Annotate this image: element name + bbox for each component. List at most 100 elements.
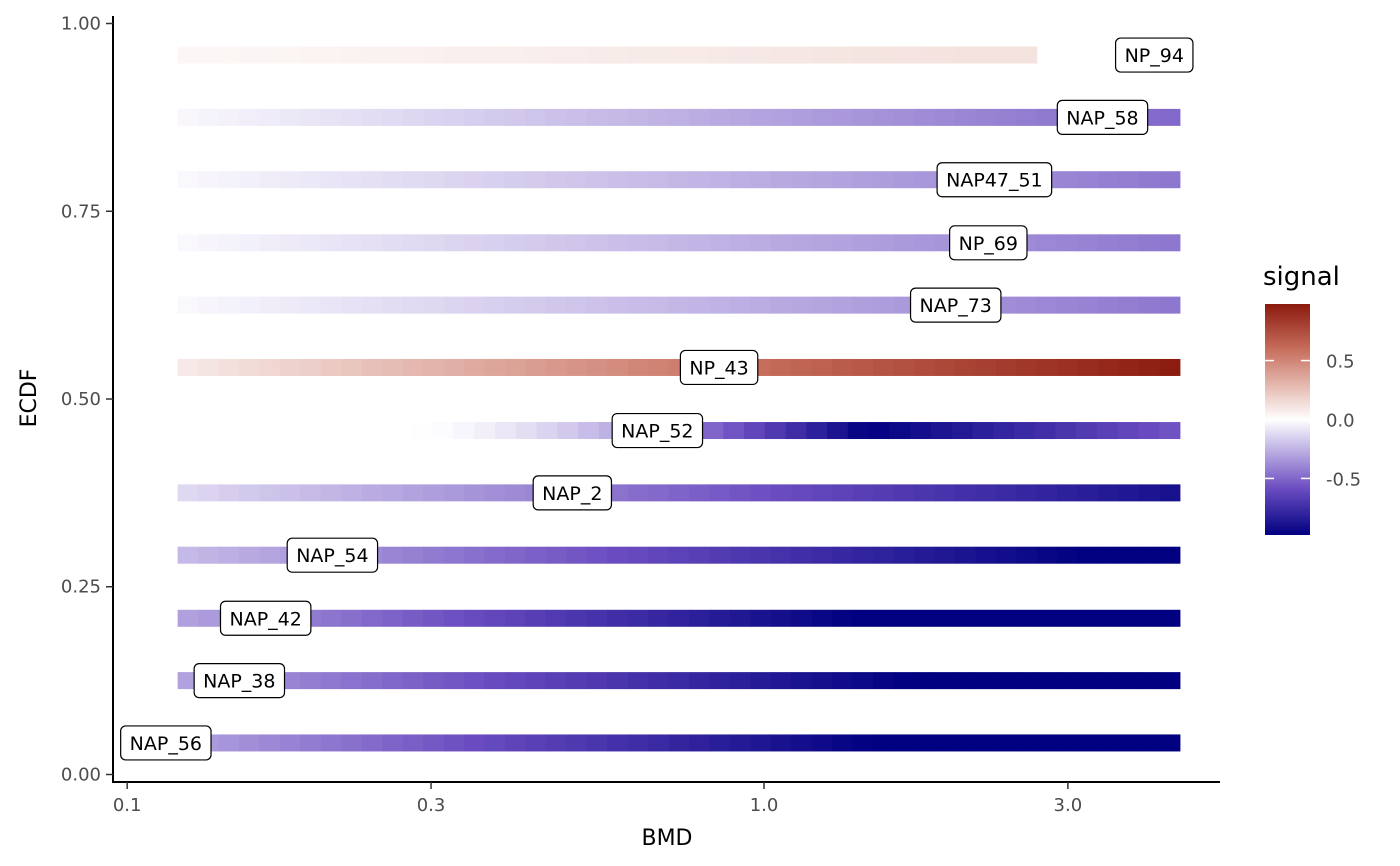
heat-cell	[443, 108, 465, 126]
heat-cell	[484, 546, 506, 564]
heat-cell	[934, 734, 956, 752]
heat-cell	[198, 546, 219, 564]
heat-cell	[709, 672, 731, 690]
heat-cell	[279, 734, 301, 752]
heat-cell	[1077, 609, 1099, 627]
heat-cell	[545, 234, 567, 252]
heat-cell	[1016, 46, 1038, 64]
heat-cell	[811, 358, 833, 376]
heat-cell	[545, 171, 567, 189]
heat-cell	[689, 171, 710, 189]
heat-cell	[423, 46, 444, 64]
heat-cell	[238, 296, 260, 314]
strip-np-69	[177, 234, 1181, 252]
heat-cell	[1117, 422, 1139, 440]
heat-cell	[361, 358, 383, 376]
heat-cell	[464, 484, 485, 502]
heat-cell	[1036, 546, 1058, 564]
heat-cell	[1159, 546, 1181, 564]
heat-cell	[300, 46, 322, 64]
heat-cell	[1016, 546, 1038, 564]
heat-cell	[750, 108, 772, 126]
heat-cell	[893, 546, 915, 564]
heat-cell	[198, 46, 219, 64]
heat-cell	[627, 296, 649, 314]
heat-cell	[545, 358, 567, 376]
heat-cell	[177, 672, 199, 690]
heat-cell	[566, 296, 588, 314]
heat-cell	[750, 546, 772, 564]
heat-cell	[566, 546, 588, 564]
heat-cell	[750, 609, 772, 627]
point-labels: NAP_56 NAP_38 NAP_42 NAP_54 NAP_2 NAP_52 NP_43…	[120, 37, 1194, 761]
heat-cell	[320, 108, 342, 126]
strip-nap-2	[177, 484, 1181, 502]
heat-cell	[811, 734, 833, 752]
heat-cell	[770, 546, 792, 564]
heat-cell	[423, 108, 444, 126]
heat-cell	[689, 234, 710, 252]
point-label-box	[120, 725, 212, 761]
heat-cell	[1139, 734, 1160, 752]
point-label-text: NP_43	[689, 357, 748, 379]
heat-cell	[484, 609, 506, 627]
heat-cell	[1057, 734, 1079, 752]
heat-cell	[729, 609, 751, 627]
heat-cell	[402, 46, 424, 64]
legend-tick-label: -0.5	[1326, 469, 1361, 490]
heat-cell	[1098, 546, 1120, 564]
heat-cell	[402, 672, 424, 690]
heat-cell	[177, 296, 199, 314]
heat-cell	[586, 546, 608, 564]
heat-cell	[1077, 171, 1099, 189]
y-axis-ticks: 0.00 0.25 0.50 0.75 1.00	[61, 14, 113, 785]
heat-cell	[494, 422, 517, 440]
heat-cell	[361, 296, 383, 314]
heat-cell	[873, 609, 895, 627]
heat-cell	[464, 358, 485, 376]
heat-cell	[1057, 672, 1079, 690]
heat-cell	[1118, 609, 1140, 627]
heat-cell	[995, 672, 1017, 690]
heat-cell	[607, 171, 629, 189]
heat-cell	[504, 108, 526, 126]
heat-cell	[1036, 296, 1058, 314]
heat-cell	[893, 46, 915, 64]
heat-cell	[218, 296, 240, 314]
heat-cell	[975, 734, 997, 752]
heat-cell	[586, 171, 608, 189]
heat-cell	[504, 546, 526, 564]
heat-cell	[1118, 546, 1140, 564]
heat-cell	[545, 546, 567, 564]
heat-cell	[791, 546, 813, 564]
heat-cell	[504, 484, 526, 502]
heat-cell	[627, 609, 649, 627]
heat-cell	[423, 484, 444, 502]
heat-cell	[709, 296, 731, 314]
heat-cell	[750, 296, 772, 314]
heat-cell	[607, 358, 629, 376]
heat-cell	[423, 672, 444, 690]
heat-cell	[914, 358, 935, 376]
heat-cell	[873, 484, 895, 502]
heat-cell	[729, 234, 751, 252]
heat-cell	[402, 484, 424, 502]
heat-cell	[218, 734, 240, 752]
heat-cell	[382, 108, 404, 126]
heat-cell	[177, 609, 199, 627]
heat-cell	[770, 296, 792, 314]
heat-cell	[893, 108, 915, 126]
heat-cell	[504, 672, 526, 690]
heat-cell	[474, 422, 496, 440]
heat-cell	[791, 734, 813, 752]
heat-cell	[1159, 734, 1181, 752]
heat-cell	[464, 609, 485, 627]
heat-cell	[627, 171, 649, 189]
heat-cell	[847, 422, 870, 440]
heat-cell	[811, 234, 833, 252]
heat-cell	[259, 234, 281, 252]
heat-cell	[177, 108, 199, 126]
heat-cell	[832, 672, 854, 690]
heat-cell	[750, 484, 772, 502]
heat-cell	[566, 358, 588, 376]
